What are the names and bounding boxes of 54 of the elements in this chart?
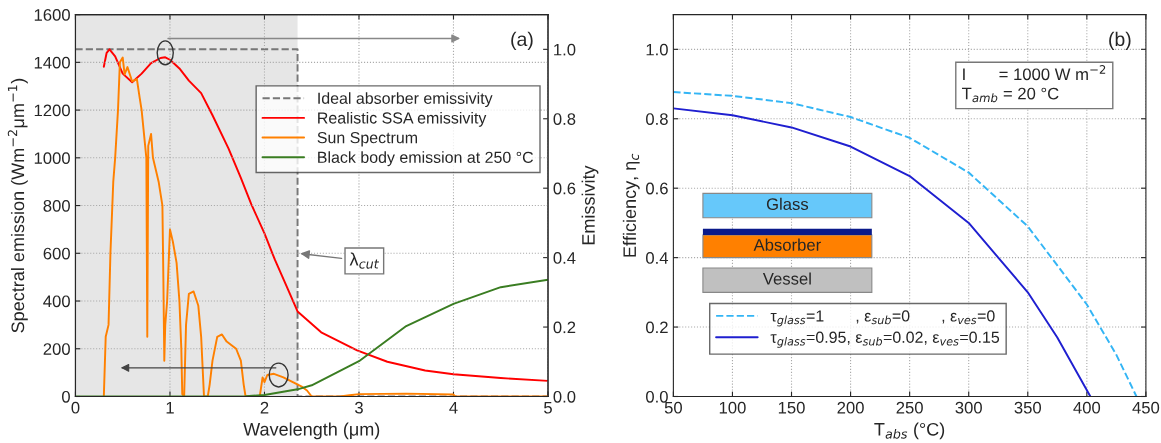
legend-label: τ$_{glass}$=0.95, ε$_{sub}$=0.02, ε$_{ves}$=0.15 [770,331,1000,348]
x-tick-label: 350 [1014,401,1042,414]
x-tick-label: 450 [1132,401,1160,414]
y-tick-label: 0.0 [646,390,668,403]
x-tick-label: 50 [664,401,682,414]
x-tick-label: 0 [71,401,80,414]
y-axis-title: Efficiency, η$_{c}$ [622,153,640,257]
x-tick-label: 1 [166,401,174,414]
legend-label: τ$_{glass}$=1 , ε$_{sub}$=0 , ε$_{ves}$=0 [770,310,995,327]
y-tick-label: 1400 [34,56,70,69]
annotation: Vessel [762,272,811,285]
y-tick-label: 1.0 [646,43,668,56]
y-tick-label: 200 [43,343,70,355]
y2-tick-label: 0.0 [553,390,576,403]
annotation: Absorber [753,238,821,251]
x-tick-label: 3 [354,401,363,414]
y-tick-label: 400 [43,295,70,308]
annotation: λ$_{cut}$ [349,252,380,269]
x-tick-label: 200 [837,401,864,414]
annotation: (a) [511,31,533,50]
y-tick-label: 600 [43,247,70,260]
y-tick-label: 1200 [34,104,70,117]
y2-tick-label: 0.2 [553,321,576,334]
y2-tick-label: 1.0 [554,43,576,56]
y-tick-label: 0.8 [646,113,668,125]
y2-tick-label: 0.6 [553,182,576,195]
legend-label: Ideal absorber emissivity [318,92,493,108]
x-axis-title: Wavelength (μm) [243,422,380,440]
x-tick-label: 300 [955,401,982,414]
x-tick-label: 150 [778,401,805,414]
x-tick-label: 5 [544,401,552,414]
legend-label: Realistic SSA emissivity [318,111,487,127]
x-tick-label: 100 [719,401,746,414]
y-tick-label: 1600 [34,9,70,21]
x-tick-label: 4 [449,401,458,414]
y-tick-label: 0.6 [646,182,668,195]
y-tick-label: 1000 [34,152,70,165]
annotation: Glass [766,197,809,211]
y-tick-label: 800 [43,199,70,212]
legend-label: Sun Spectrum [317,132,417,147]
text: I = 1000 W m$^{−2}$ T$_{amb}$ = 20 °C [962,64,1106,103]
y-tick-label: 0.4 [646,252,669,264]
y-tick-label: 0 [61,390,70,403]
x-tick-label: 250 [896,401,923,414]
y-axis-title: Spectral emission (Wm$^{−2}$μm$^{−1}$) [7,78,28,333]
x-tick-label: 400 [1073,401,1101,414]
y2-axis-title: Emissivity [581,165,599,245]
legend-label: Black body emission at 250 °C [318,151,534,167]
annotation: (b) [1109,31,1131,50]
x-axis-title: T$_{abs}$ (°C) [874,422,945,440]
x-tick-label: 2 [260,401,269,414]
y-tick-label: 0.2 [646,321,668,334]
y2-tick-label: 0.4 [553,252,576,264]
y2-tick-label: 0.8 [553,113,576,125]
